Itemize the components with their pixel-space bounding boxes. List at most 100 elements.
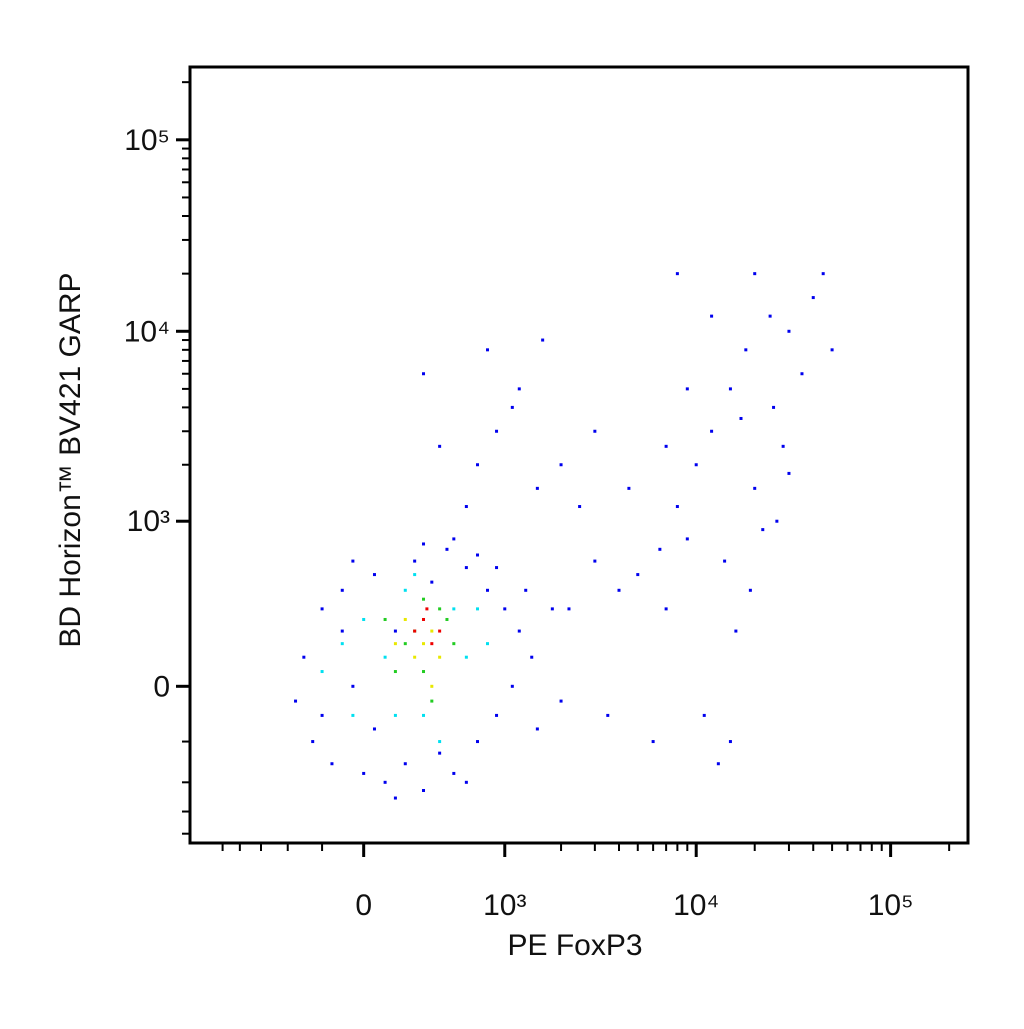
point xyxy=(351,684,355,688)
point xyxy=(438,629,442,633)
point xyxy=(495,566,499,570)
point xyxy=(383,617,387,621)
point xyxy=(393,796,397,800)
point xyxy=(559,463,563,467)
point xyxy=(422,372,426,376)
point xyxy=(495,429,499,433)
point xyxy=(775,519,779,523)
point xyxy=(302,655,306,659)
point xyxy=(559,699,563,703)
point xyxy=(372,573,376,577)
point xyxy=(422,617,426,621)
point xyxy=(362,771,366,775)
point xyxy=(664,607,668,611)
point xyxy=(340,588,344,592)
point xyxy=(627,486,631,490)
point xyxy=(830,348,834,352)
point xyxy=(340,629,344,633)
point xyxy=(486,642,490,646)
point xyxy=(422,670,426,674)
point xyxy=(651,740,655,744)
point xyxy=(438,607,442,611)
point xyxy=(753,272,757,276)
point xyxy=(535,727,539,731)
point xyxy=(593,429,597,433)
point xyxy=(821,272,825,276)
point xyxy=(393,713,397,717)
point xyxy=(430,642,434,646)
point xyxy=(702,713,706,717)
point xyxy=(476,463,480,467)
point xyxy=(606,713,610,717)
point xyxy=(710,314,714,318)
point xyxy=(351,713,355,717)
point xyxy=(438,655,442,659)
y-tick-label: 0 xyxy=(153,670,170,703)
point xyxy=(768,314,772,318)
point xyxy=(723,559,727,563)
point xyxy=(413,629,417,633)
point xyxy=(728,740,732,744)
point xyxy=(541,338,545,342)
point xyxy=(403,588,407,592)
point xyxy=(710,429,714,433)
point xyxy=(476,607,480,611)
point xyxy=(430,580,434,584)
point xyxy=(486,588,490,592)
point xyxy=(393,642,397,646)
point xyxy=(311,740,315,744)
point xyxy=(340,642,344,646)
point xyxy=(403,762,407,766)
point xyxy=(658,547,662,551)
point xyxy=(452,607,456,611)
x-tick-label: 10⁴ xyxy=(673,889,719,922)
point xyxy=(403,617,407,621)
point xyxy=(524,588,528,592)
point xyxy=(535,486,539,490)
point xyxy=(476,740,480,744)
point xyxy=(445,617,449,621)
point xyxy=(787,471,791,475)
point xyxy=(320,607,324,611)
y-tick-label: 10⁵ xyxy=(124,124,170,157)
point xyxy=(716,762,720,766)
point xyxy=(761,528,765,532)
point xyxy=(787,329,791,333)
x-axis-title: PE FoxP3 xyxy=(507,929,642,962)
point xyxy=(372,727,376,731)
point xyxy=(734,629,738,633)
point xyxy=(320,713,324,717)
point xyxy=(517,387,521,391)
point xyxy=(452,771,456,775)
point xyxy=(383,780,387,784)
point xyxy=(422,542,426,546)
point xyxy=(383,655,387,659)
point xyxy=(422,713,426,717)
point xyxy=(675,272,679,276)
point xyxy=(728,387,732,391)
point xyxy=(486,348,490,352)
point xyxy=(438,751,442,755)
point xyxy=(772,405,776,409)
point xyxy=(811,296,815,300)
point xyxy=(517,629,521,633)
point xyxy=(403,642,407,646)
point xyxy=(452,537,456,541)
point xyxy=(800,372,804,376)
point xyxy=(617,588,621,592)
point xyxy=(320,670,324,674)
point xyxy=(685,387,689,391)
point xyxy=(393,670,397,674)
point xyxy=(753,486,757,490)
point xyxy=(550,607,554,611)
point xyxy=(430,699,434,703)
x-tick-label: 10³ xyxy=(483,889,526,922)
point xyxy=(664,444,668,448)
point xyxy=(464,780,468,784)
point xyxy=(781,444,785,448)
point xyxy=(495,713,499,717)
point xyxy=(530,655,534,659)
point xyxy=(413,655,417,659)
point xyxy=(422,642,426,646)
